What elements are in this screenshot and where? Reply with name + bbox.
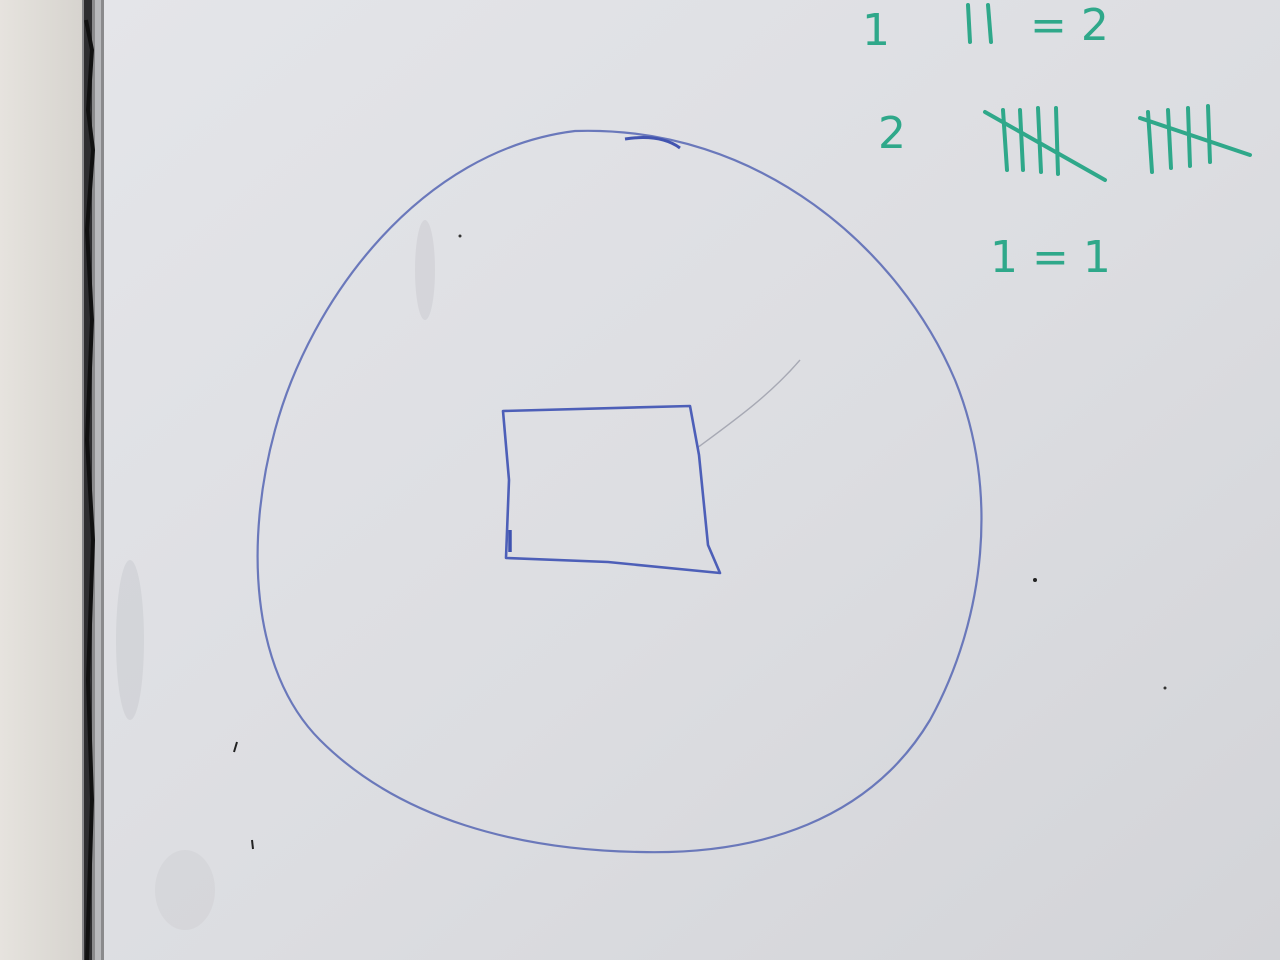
smudge (415, 220, 435, 320)
tally-marks-row1 (966, 3, 993, 44)
smudge (116, 560, 144, 720)
speck (233, 741, 238, 753)
board-frame (82, 0, 104, 960)
speck (251, 839, 254, 850)
whiteboard-surface (104, 0, 1280, 960)
note-row1-equation: = 2 (1030, 0, 1109, 51)
blue-circle-drawing (256, 129, 983, 854)
tally-marks-row2 (983, 104, 1252, 182)
note-row3-equation: 1 = 1 (990, 232, 1111, 283)
faint-line (696, 359, 801, 449)
speck (1163, 686, 1167, 690)
note-row1-label: 1 (862, 5, 890, 56)
blue-square-drawing (501, 404, 722, 575)
speck (458, 234, 462, 238)
wall (0, 0, 86, 960)
smudge (155, 850, 215, 930)
note-row2-label: 2 (878, 108, 906, 159)
green-tally-notes: 1 = 2 2 1 = 1 (862, 0, 1252, 283)
marker-overlap (624, 136, 681, 150)
speck (1033, 578, 1037, 582)
